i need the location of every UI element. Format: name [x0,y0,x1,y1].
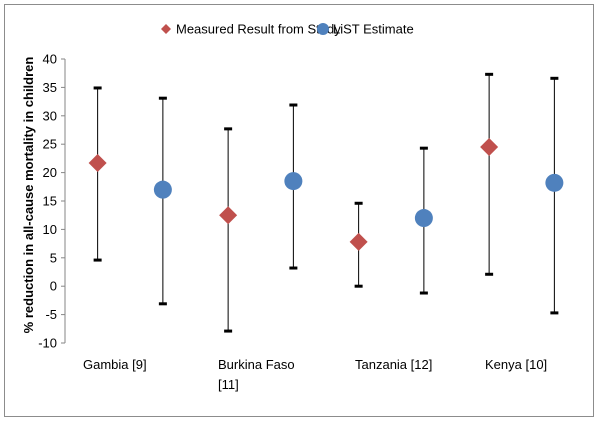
y-tick-label: 0 [50,279,57,294]
error-cap-upper [485,72,494,76]
y-axis-title: % reduction in all-cause mortality in ch… [21,57,36,334]
chart-frame: Measured Result from Study LiST Estimate … [4,4,594,417]
y-tick-label: -5 [45,307,57,322]
legend-marker-measured [161,24,171,34]
category-label: Tanzania [12] [355,357,432,372]
error-cap-lower [158,302,167,306]
y-tick-label: 40 [43,52,57,67]
measured-result-point [88,153,107,172]
list-estimate-point [153,180,172,199]
legend-label: LiST Estimate [333,22,414,37]
error-cap-upper [354,201,363,205]
y-tick-label: 25 [43,137,57,152]
x-axis-labels: Gambia [9] Burkina Faso [11] Tanzania [12] K… [83,357,547,392]
error-cap-lower [224,329,233,333]
error-cap-upper [289,103,298,107]
error-cap-upper [419,146,428,150]
y-tick-label: 5 [50,250,57,265]
error-cap-lower [550,311,559,315]
list-estimate-point [284,172,303,191]
category-label: Gambia [9] [83,357,147,372]
measured-result-point [349,232,368,251]
error-cap-lower [485,272,494,276]
list-estimate-point [414,209,433,228]
plot-area [88,72,564,333]
category-label: Burkina Faso [218,357,295,372]
list-estimate-point [545,173,564,192]
error-cap-upper [550,76,559,80]
error-cap-upper [93,86,102,90]
error-cap-lower [289,266,298,270]
y-tick-label: 15 [43,194,57,209]
y-axis: -10 -5 0 5 10 15 20 25 30 35 40 [38,52,66,351]
error-cap-lower [354,284,363,288]
y-tick-label: 20 [43,165,57,180]
category-label: [11] [218,377,239,392]
measured-result-point [480,138,499,157]
error-cap-lower [419,291,428,295]
y-tick-label: -10 [38,336,57,351]
y-tick-label: 35 [43,80,57,95]
error-cap-upper [158,96,167,100]
y-tick-label: 30 [43,108,57,123]
legend-label: Measured Result from Study [176,22,341,37]
y-tick-label: 10 [43,222,57,237]
error-cap-upper [224,127,233,131]
measured-result-point [219,206,238,225]
category-label: Kenya [10] [485,357,547,372]
legend-marker-list [317,23,329,35]
error-cap-lower [93,258,102,262]
